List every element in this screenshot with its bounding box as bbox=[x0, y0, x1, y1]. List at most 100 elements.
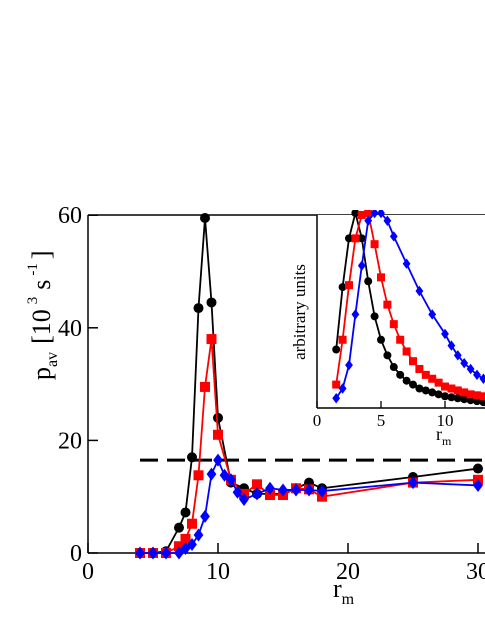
inset-point-series-1 bbox=[338, 283, 347, 292]
inset-point-series-1 bbox=[389, 363, 398, 372]
main-point-series-1 bbox=[206, 297, 217, 308]
inset-point-series-3 bbox=[441, 328, 449, 340]
inset-point-series-1 bbox=[396, 370, 405, 379]
inset-point-series-3 bbox=[415, 285, 424, 297]
inset-point-series-2 bbox=[332, 380, 341, 389]
main-ylabel: pav [10 3 s -1] bbox=[25, 250, 61, 380]
inset-point-series-3 bbox=[332, 393, 341, 404]
inset-point-series-2 bbox=[345, 281, 353, 290]
inset-point-series-3 bbox=[377, 210, 385, 219]
inset-x-tick-label: 5 bbox=[377, 411, 386, 430]
inset-ticks bbox=[316, 401, 446, 408]
inset-point-series-2 bbox=[428, 374, 437, 383]
main-point-series-3 bbox=[148, 546, 158, 560]
main-point-series-3 bbox=[219, 468, 230, 482]
inset-point-series-2 bbox=[338, 335, 347, 344]
main-point-series-3 bbox=[200, 509, 210, 523]
inset-point-series-1 bbox=[428, 388, 437, 397]
main-ylabel-exp2: -1 bbox=[25, 263, 41, 276]
main-ylabel-p: p bbox=[27, 367, 56, 380]
main-point-series-3 bbox=[174, 546, 184, 560]
main-point-series-1 bbox=[180, 507, 191, 518]
inset-point-series-3 bbox=[364, 215, 373, 226]
inset-point-series-1 bbox=[364, 277, 373, 286]
main-point-series-2 bbox=[213, 429, 223, 440]
main-point-series-2 bbox=[187, 518, 197, 529]
inset-point-series-1 bbox=[460, 395, 469, 404]
inset-point-series-1 bbox=[377, 335, 385, 344]
inset-point-series-2 bbox=[396, 335, 405, 344]
inset-point-series-3 bbox=[479, 373, 485, 384]
inset-point-series-1 bbox=[332, 345, 341, 354]
main-point-series-2 bbox=[180, 533, 191, 544]
inset-point-series-3 bbox=[351, 309, 360, 320]
main-point-series-3 bbox=[265, 481, 275, 495]
inset-xlabel: rm bbox=[436, 424, 452, 448]
inset-point-series-3 bbox=[338, 383, 347, 394]
main-y-tick-label: 20 bbox=[58, 428, 82, 454]
inset-xlabel-sub: m bbox=[442, 434, 452, 448]
main-y-tick-label: 60 bbox=[58, 203, 82, 229]
inset-point-series-3 bbox=[466, 363, 475, 375]
main-x-tick-label: 30 bbox=[466, 559, 485, 585]
main-point-series-3 bbox=[252, 487, 262, 501]
inset-tick-labels: 0 5 10 bbox=[313, 411, 454, 430]
inset-point-series-2 bbox=[409, 357, 417, 366]
inset-point-series-3 bbox=[383, 215, 392, 226]
main-xlabel-sub: m bbox=[342, 591, 355, 608]
main-point-series-1 bbox=[200, 213, 210, 224]
main-point-series-3 bbox=[239, 493, 249, 507]
inset-background bbox=[317, 215, 485, 408]
main-point-series-3 bbox=[473, 478, 483, 492]
inset-point-series-1 bbox=[447, 393, 456, 402]
inset-point-series-1 bbox=[421, 386, 430, 395]
main-point-series-3 bbox=[408, 476, 418, 490]
main-series-line-3 bbox=[140, 457, 479, 554]
inset-series-layer bbox=[332, 210, 485, 407]
inset-point-series-3 bbox=[357, 260, 366, 271]
inset-point-series-2 bbox=[447, 384, 456, 393]
inset-point-series-1 bbox=[383, 351, 392, 360]
inset-point-series-2 bbox=[479, 392, 485, 401]
inset-point-series-2 bbox=[402, 347, 411, 356]
main-point-series-3 bbox=[161, 546, 171, 560]
inset-point-series-2 bbox=[364, 210, 373, 217]
inset-point-series-2 bbox=[421, 370, 430, 379]
inset-point-series-1 bbox=[345, 234, 353, 243]
inset-point-series-2 bbox=[473, 391, 481, 400]
inset-point-series-2 bbox=[453, 386, 462, 395]
main-ticks bbox=[87, 214, 479, 554]
inset-point-series-2 bbox=[466, 390, 475, 399]
inset-point-series-1 bbox=[402, 376, 411, 385]
main-point-series-3 bbox=[304, 483, 314, 497]
main-point-series-2 bbox=[265, 490, 275, 501]
inset-xlabel-r: r bbox=[436, 424, 442, 444]
main-ylabel-unit2: s bbox=[27, 280, 56, 290]
inset-point-series-2 bbox=[383, 300, 392, 309]
main-point-series-1 bbox=[473, 463, 483, 474]
inset-point-series-2 bbox=[460, 388, 469, 397]
main-x-tick-label: 20 bbox=[336, 559, 360, 585]
inset-x-tick-label: 0 bbox=[313, 411, 322, 430]
inset-point-series-3 bbox=[428, 309, 437, 320]
main-point-series-1 bbox=[174, 522, 184, 533]
inset-point-series-1 bbox=[453, 394, 462, 403]
inset-point-series-3 bbox=[345, 359, 353, 371]
main-ylabel-unit: [10 bbox=[27, 309, 56, 344]
main-point-series-3 bbox=[278, 483, 288, 497]
main-point-series-3 bbox=[291, 483, 301, 497]
inset-point-series-2 bbox=[370, 240, 379, 249]
main-point-series-3 bbox=[213, 453, 223, 467]
main-point-series-1 bbox=[213, 412, 223, 423]
main-tick-labels: 0 10 20 30 0 20 40 60 bbox=[58, 203, 485, 585]
inset-point-series-1 bbox=[434, 390, 443, 399]
main-point-series-2 bbox=[206, 334, 217, 345]
inset-point-series-2 bbox=[377, 273, 385, 282]
inset-point-series-3 bbox=[370, 210, 379, 219]
main-xlabel-r: r bbox=[333, 574, 342, 603]
main-series-layer bbox=[135, 213, 483, 560]
main-point-series-3 bbox=[317, 484, 327, 498]
main-y-tick-label: 40 bbox=[58, 316, 82, 342]
inset-series-line-3 bbox=[335, 212, 485, 399]
